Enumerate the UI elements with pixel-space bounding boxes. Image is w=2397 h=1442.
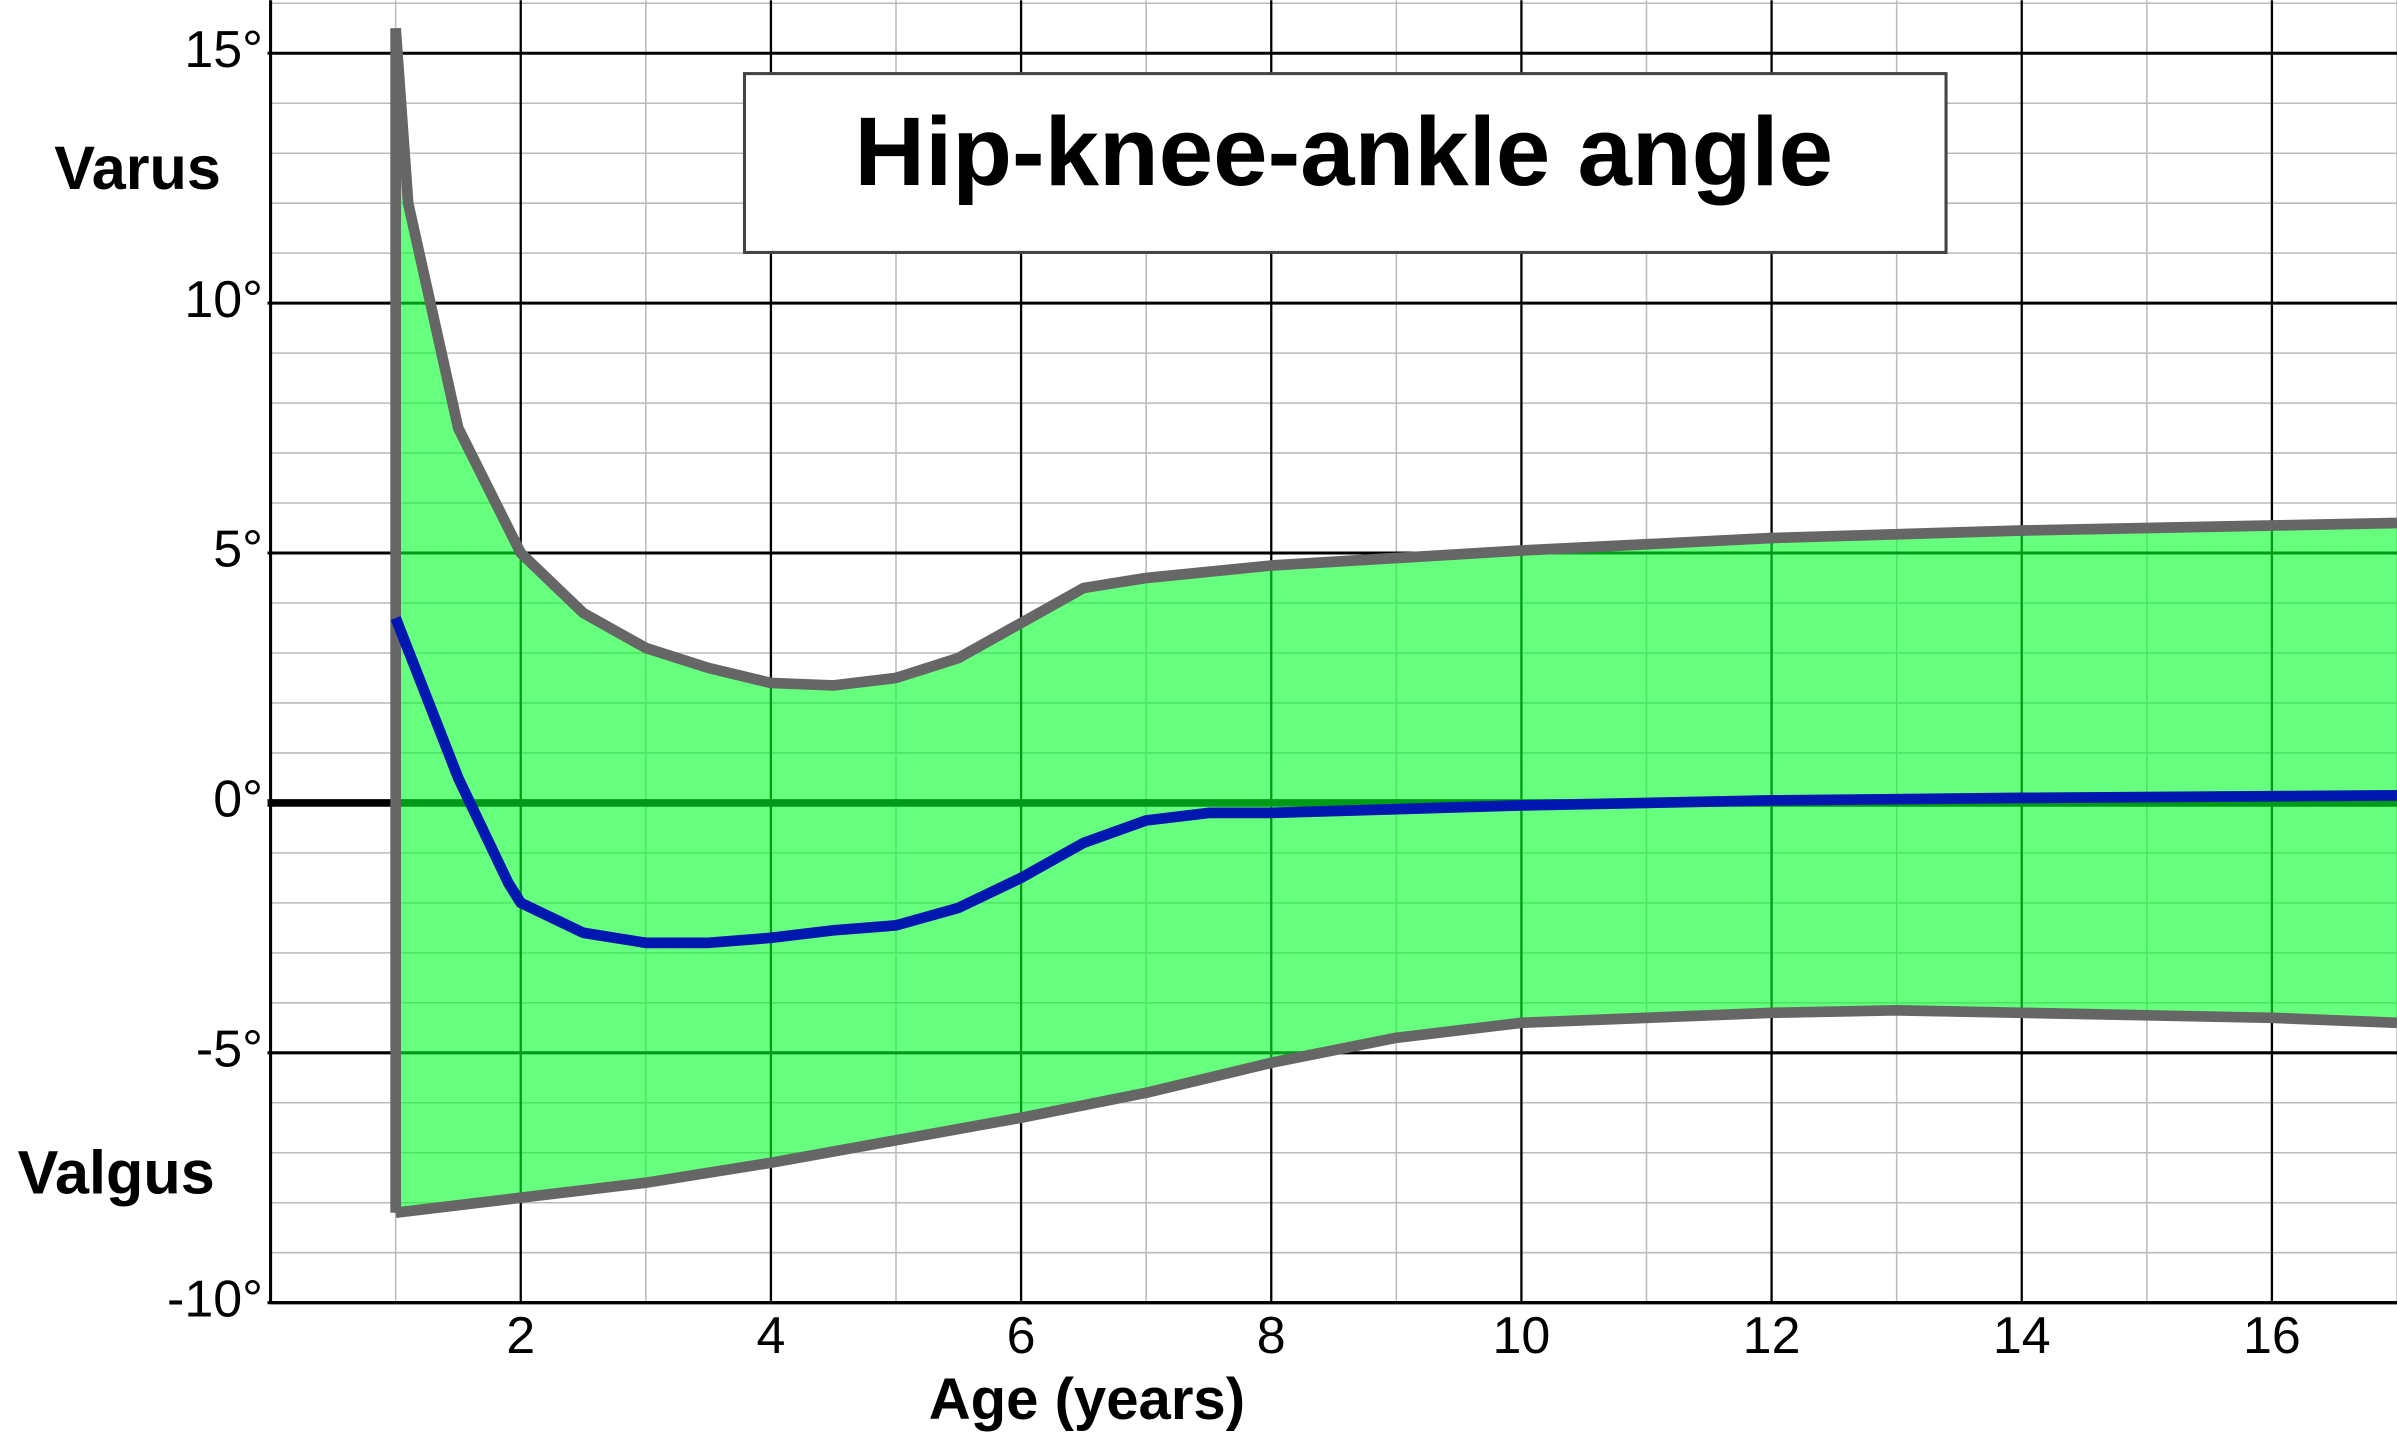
y-tick-label: 0° [213, 771, 263, 829]
title-box [742, 72, 1948, 254]
x-tick-label: 16 [2243, 1307, 2301, 1365]
annotation: Varus [54, 134, 221, 202]
y-tick-label: 10° [184, 271, 263, 329]
x-tick-label: 8 [1257, 1307, 1286, 1365]
x-axis-label: Age (years) [929, 1367, 1245, 1432]
series-line [390, 616, 2397, 949]
x-tick-label: 12 [1743, 1307, 1801, 1365]
x-tick-label: 6 [1007, 1307, 1036, 1365]
x-tick-label: 10 [1493, 1307, 1551, 1365]
x-tick-label: 4 [756, 1307, 785, 1365]
annotation: Valgus [18, 1138, 215, 1206]
series-line [390, 27, 2397, 691]
band-fill [395, 28, 2397, 1213]
tick-labels: 2 4 6 8 10 12 14 16 -10° -5° 0° 5° 10° 15° [167, 21, 2301, 1365]
series-line [395, 1004, 2397, 1219]
x-tick-label: 14 [1993, 1307, 2051, 1365]
y-tick-label: -5° [196, 1021, 263, 1079]
chart-title: Hip-knee-ankle angle [854, 96, 1833, 206]
y-tick-label: 15° [184, 21, 263, 79]
y-tick-label: -10° [167, 1270, 263, 1328]
y-tick-label: 5° [213, 521, 263, 579]
x-tick-label: 2 [506, 1307, 535, 1365]
marks [390, 27, 2397, 1219]
